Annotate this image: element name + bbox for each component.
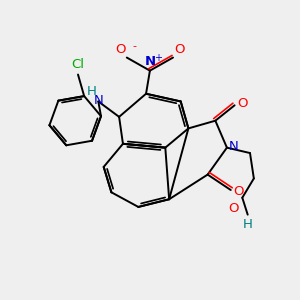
Text: O: O	[174, 43, 184, 56]
Text: +: +	[154, 53, 162, 63]
Text: O: O	[228, 202, 238, 214]
Text: Cl: Cl	[71, 58, 85, 71]
Text: O: O	[237, 97, 247, 110]
Text: O: O	[233, 185, 244, 198]
Text: N: N	[229, 140, 239, 153]
Text: O: O	[115, 43, 125, 56]
Text: H: H	[87, 85, 97, 98]
Text: N: N	[94, 94, 104, 107]
Text: -: -	[132, 41, 136, 51]
Text: H: H	[243, 218, 253, 232]
Text: N: N	[144, 55, 155, 68]
